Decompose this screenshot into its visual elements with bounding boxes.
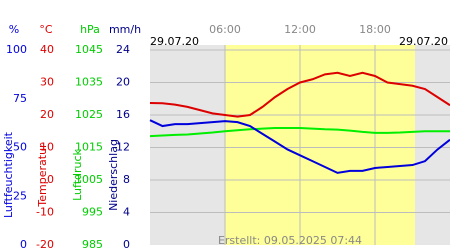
y-tick-label: 0: [20, 238, 27, 250]
y-tick-label: 0: [123, 238, 130, 250]
axis-label: Niederschlag: [107, 139, 120, 211]
axis-label: Temperatur: [36, 143, 49, 208]
x-tick-label: 12:00: [284, 23, 316, 36]
axis-unit: °C: [39, 23, 53, 36]
y-tick-label: 50: [13, 141, 27, 154]
y-tick-label: -10: [36, 206, 54, 219]
series-line: [149, 127, 450, 138]
y-tick-label: 30: [40, 76, 54, 89]
series-line: [149, 119, 450, 174]
y-tick-label: 0: [47, 173, 54, 186]
y-tick-label: 8: [123, 173, 130, 186]
y-tick-label: 1005: [75, 173, 103, 186]
y-tick-label: 1015: [75, 141, 103, 154]
y-tick-label: 24: [116, 43, 130, 56]
y-tick-label: 4: [123, 206, 130, 219]
axis-unit: %: [9, 23, 19, 36]
y-tick-label: 10: [40, 141, 54, 154]
y-tick-label: 25: [13, 189, 27, 202]
series-line: [149, 71, 450, 118]
y-tick-label: 1045: [75, 43, 103, 56]
axis-label: Luftdruck: [71, 148, 84, 200]
y-tick-label: 12: [116, 141, 130, 154]
x-tick-label: 18:00: [359, 23, 391, 36]
y-tick-label: 75: [13, 92, 27, 105]
y-tick-label: 985: [82, 238, 103, 250]
y-tick-label: 995: [82, 206, 103, 219]
y-tick-label: 40: [40, 43, 54, 56]
y-tick-label: 20: [116, 76, 130, 89]
x-tick-label: 06:00: [209, 23, 241, 36]
date-right: 29.07.20: [399, 35, 448, 48]
axis-unit: hPa: [80, 23, 100, 36]
axis-label: Luftfeuchtigkeit: [2, 131, 15, 218]
y-tick-label: -20: [36, 238, 54, 250]
axis-unit: mm/h: [109, 23, 141, 36]
y-tick-label: 1025: [75, 108, 103, 121]
y-tick-label: 20: [40, 108, 54, 121]
date-left: 29.07.20: [150, 35, 199, 48]
y-tick-label: 100: [6, 43, 27, 56]
daylight: [225, 45, 415, 245]
y-tick-label: 16: [116, 108, 130, 121]
created: Erstellt: 09.05.2025 07:44: [218, 234, 362, 247]
y-tick-label: 1035: [75, 76, 103, 89]
